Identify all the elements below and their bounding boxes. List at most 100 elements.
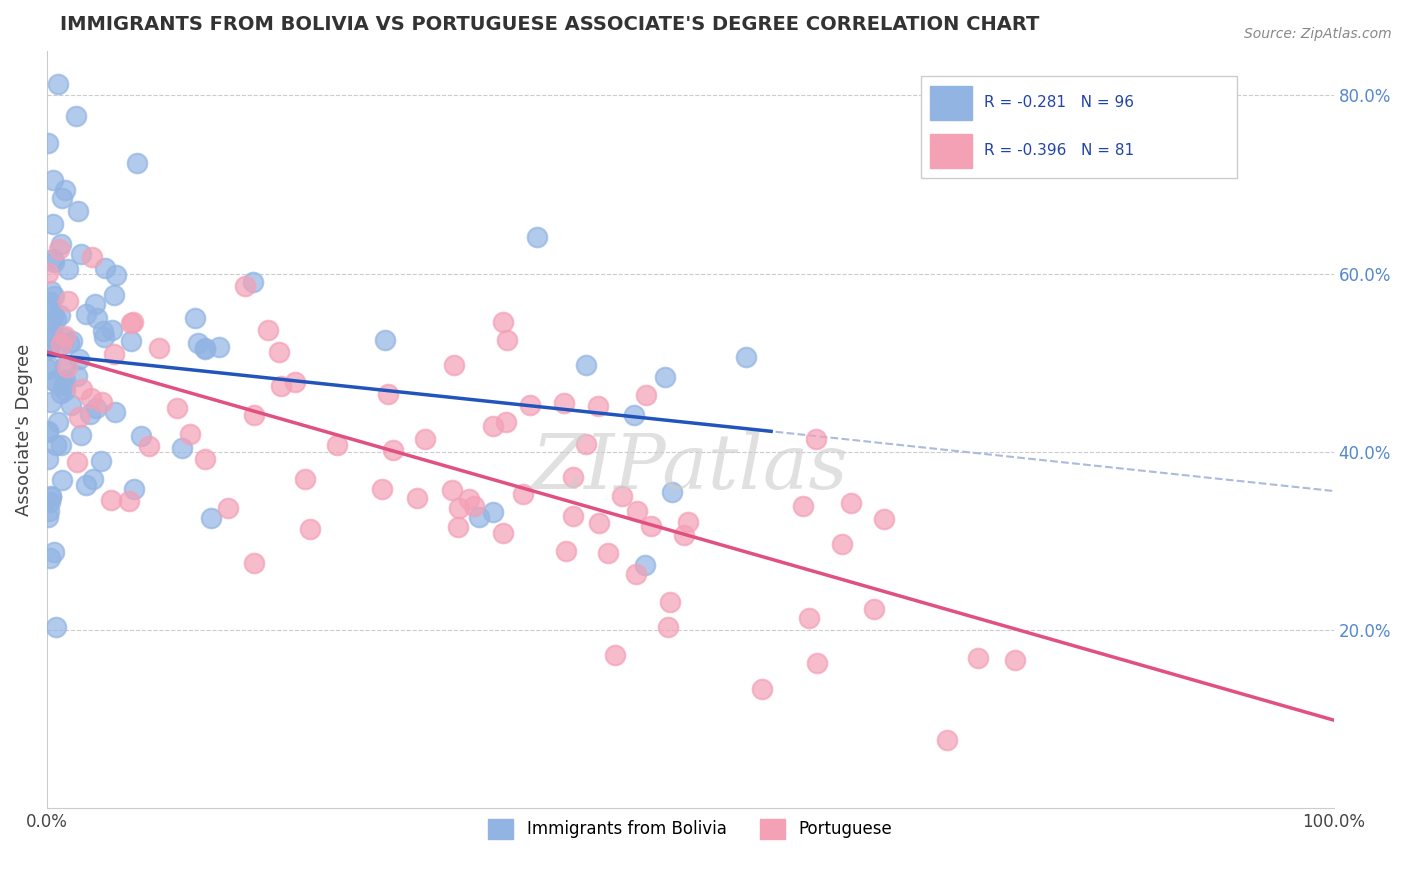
Point: [624, 566, 647, 581]
Point: [59, 398, 82, 412]
Point: [45, 438, 67, 452]
Point: [371, 482, 394, 496]
Point: [49, 308, 72, 322]
Point: [148, 341, 170, 355]
Point: [58, 335, 80, 350]
Point: [122, 482, 145, 496]
Point: [48, 242, 70, 256]
Point: [935, 732, 957, 747]
Point: [612, 490, 634, 504]
Point: [79, 391, 101, 405]
Point: [49, 337, 72, 351]
Point: [443, 358, 465, 372]
Point: [75, 307, 97, 321]
Point: [80, 250, 103, 264]
Point: [49, 438, 72, 452]
Point: [491, 315, 513, 329]
Point: [243, 408, 266, 422]
Point: [492, 526, 515, 541]
Point: [56, 294, 79, 309]
Point: [46, 77, 69, 91]
Point: [623, 408, 645, 422]
Point: [70, 246, 93, 260]
Point: [482, 505, 505, 519]
Point: [751, 681, 773, 696]
Point: [1004, 653, 1026, 667]
Point: [67, 409, 90, 424]
Text: R = -0.396   N = 81: R = -0.396 N = 81: [984, 144, 1135, 158]
Point: [183, 310, 205, 325]
Point: [129, 429, 152, 443]
Point: [562, 509, 585, 524]
Point: [512, 487, 534, 501]
Point: [441, 483, 464, 497]
Point: [103, 347, 125, 361]
Point: [575, 359, 598, 373]
Point: [377, 387, 399, 401]
Point: [37, 342, 59, 356]
Point: [60, 334, 83, 348]
Point: [42, 544, 65, 558]
Point: [39, 490, 62, 504]
Point: [105, 268, 128, 282]
Point: [862, 602, 884, 616]
Point: [640, 519, 662, 533]
Point: [257, 323, 280, 337]
Point: [200, 511, 222, 525]
Point: [41, 217, 63, 231]
Point: [413, 432, 436, 446]
Point: [194, 342, 217, 356]
Point: [233, 279, 256, 293]
FancyBboxPatch shape: [921, 76, 1237, 178]
Point: [626, 504, 648, 518]
Point: [53, 329, 76, 343]
Point: [39, 295, 62, 310]
Point: [53, 373, 76, 387]
Point: [53, 378, 76, 392]
Point: [51, 191, 73, 205]
Point: [37, 424, 59, 438]
Point: [37, 361, 59, 376]
Point: [797, 610, 820, 624]
Point: [603, 648, 626, 663]
Point: [38, 314, 60, 328]
Point: [676, 515, 699, 529]
Point: [39, 489, 62, 503]
Point: [561, 470, 583, 484]
Point: [53, 359, 76, 373]
Point: [598, 546, 620, 560]
Point: [39, 395, 62, 409]
Point: [217, 500, 239, 515]
Point: [39, 551, 62, 566]
Point: [67, 352, 90, 367]
Point: [966, 651, 988, 665]
Point: [242, 275, 264, 289]
Point: [38, 504, 60, 518]
Point: [51, 473, 73, 487]
Point: [588, 399, 610, 413]
Point: [405, 491, 427, 506]
Point: [463, 500, 485, 514]
Point: [447, 520, 470, 534]
Point: [84, 296, 107, 310]
Point: [38, 495, 60, 509]
Point: [70, 383, 93, 397]
Point: [70, 428, 93, 442]
Point: [495, 333, 517, 347]
Point: [45, 620, 67, 634]
Point: [658, 595, 681, 609]
Point: [657, 620, 679, 634]
Point: [79, 407, 101, 421]
Point: [634, 388, 657, 402]
Point: [101, 323, 124, 337]
Point: [121, 315, 143, 329]
Point: [194, 341, 217, 355]
Point: [526, 230, 548, 244]
Point: [37, 136, 59, 151]
Point: [51, 237, 73, 252]
Text: Source: ZipAtlas.com: Source: ZipAtlas.com: [1244, 27, 1392, 41]
Point: [39, 331, 62, 345]
Point: [65, 109, 87, 123]
Point: [519, 398, 541, 412]
Point: [42, 173, 65, 187]
